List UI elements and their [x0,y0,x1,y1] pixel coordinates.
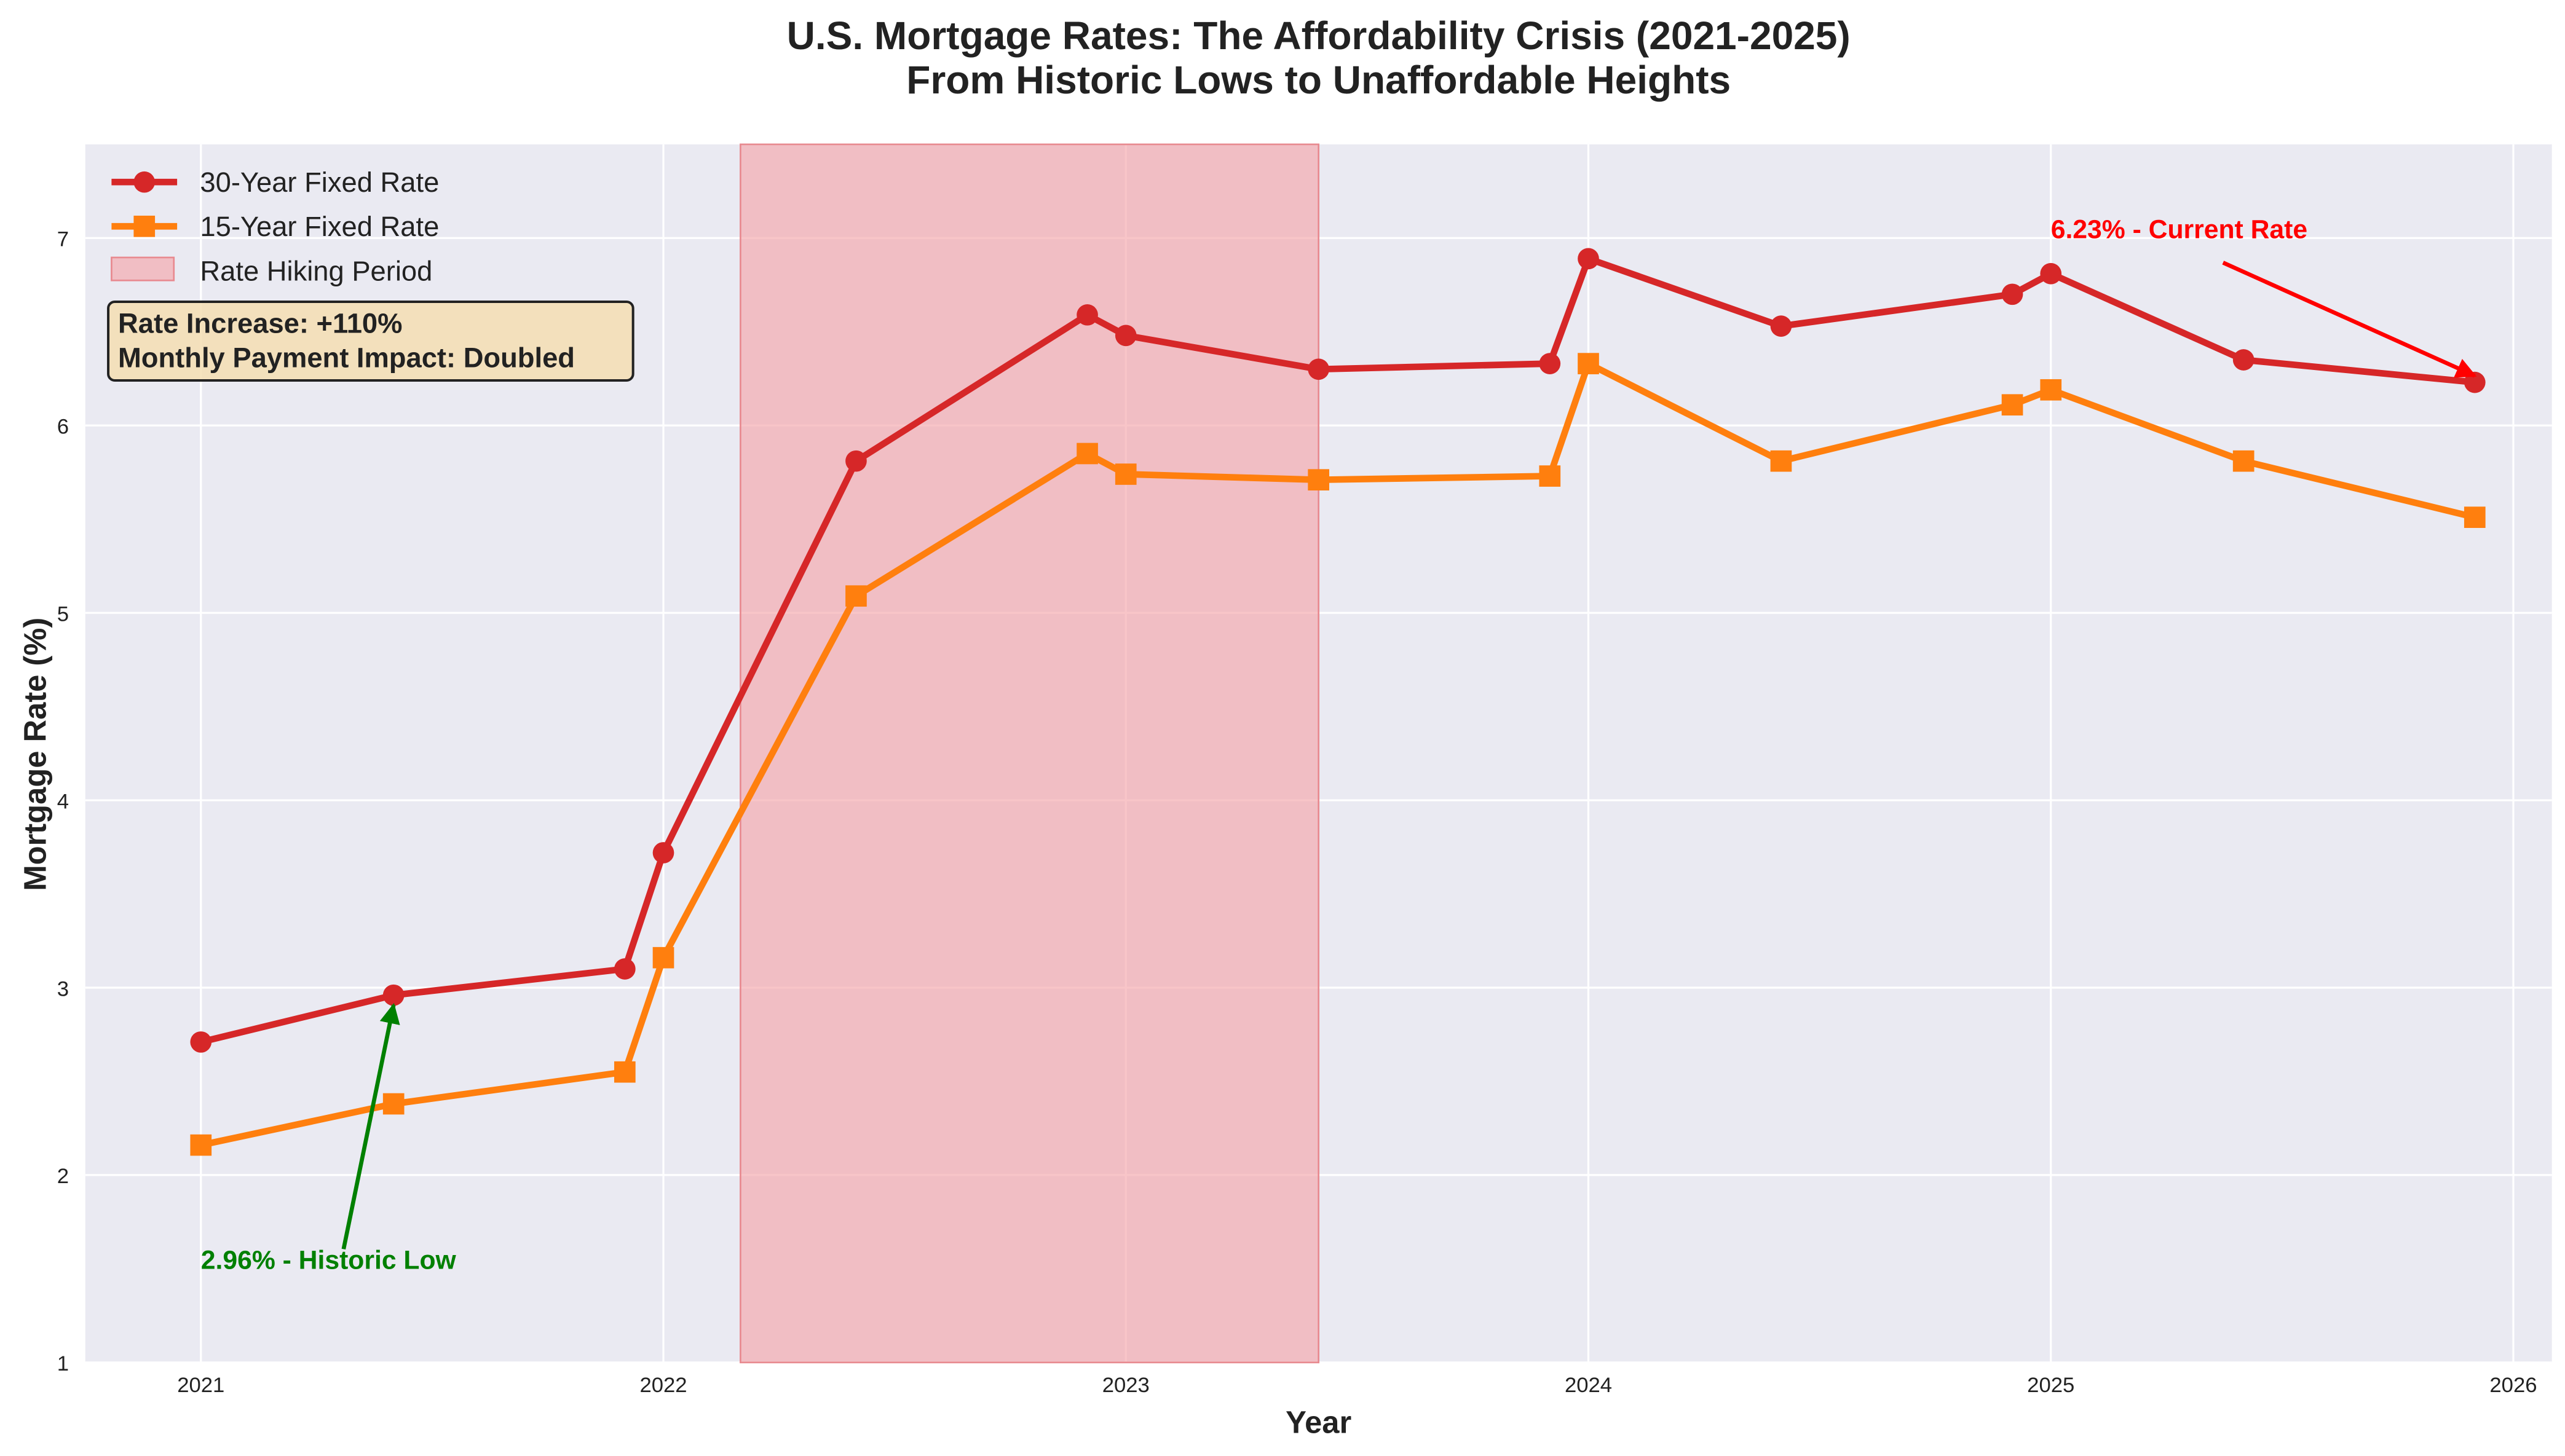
data-point-30yr [2232,349,2255,371]
y-tick-label: 4 [57,790,69,813]
data-point-15yr [1770,450,1792,472]
data-point-15yr [2001,394,2023,416]
data-point-15yr [382,1093,405,1115]
data-point-30yr [1115,325,1137,347]
x-tick-label: 2025 [2027,1374,2074,1397]
text-box-background [107,300,634,382]
x-tick-label: 2021 [177,1374,224,1397]
shaded-regions [740,143,1320,1364]
annotation-text: 6.23% - Current Rate [2051,214,2307,244]
x-axis-label: Year [1286,1405,1351,1440]
shaded-region-rate-hiking [740,143,1320,1364]
y-tick-label: 3 [57,977,69,1001]
annotations: 2.96% - Historic Low 6.23% - Current Rate [201,214,2477,1275]
data-point-30yr [652,842,674,864]
data-point-30yr [1077,304,1098,326]
legend-marker-circle [133,171,156,193]
data-point-15yr [614,1061,636,1083]
y-tick-label: 5 [57,602,69,626]
data-point-30yr [190,1031,212,1053]
data-point-15yr [2040,379,2062,401]
data-point-30yr [2040,262,2062,285]
data-point-15yr [1539,465,1561,487]
y-tick-label: 1 [57,1352,69,1375]
text-box-line: Monthly Payment Impact: Doubled [118,342,575,374]
data-point-15yr [2464,506,2486,528]
legend-swatch [111,256,175,281]
annotation-text: 2.96% - Historic Low [201,1245,457,1275]
y-tick-label: 7 [57,228,69,251]
legend: 30-Year Fixed Rate 15-Year Fixed Rate Rate… [111,167,439,286]
annotation-arrow [341,1002,400,1250]
data-point-30yr [845,450,867,472]
data-point-30yr [1578,248,1599,270]
x-tick-label: 2022 [639,1374,687,1397]
series-layer [190,248,2486,1156]
x-tick-label: 2024 [1565,1374,1612,1397]
x-tick-label: 2026 [2489,1374,2537,1397]
data-point-30yr [2001,283,2023,305]
y-tick-label: 6 [57,415,69,439]
data-point-15yr [1578,353,1599,374]
data-point-15yr [2232,450,2255,472]
data-point-15yr [652,946,674,969]
data-point-15yr [1115,463,1137,485]
text-box-line: Rate Increase: +110% [118,308,402,339]
x-tick-label: 2023 [1102,1374,1150,1397]
data-point-30yr [1308,358,1330,380]
legend-label: 15-Year Fixed Rate [200,211,439,242]
data-point-30yr [1539,353,1561,374]
stats-text-box: Rate Increase: +110%Monthly Payment Impa… [107,300,634,382]
y-tick-label: 2 [57,1165,69,1188]
legend-label: Rate Hiking Period [200,255,432,286]
chart-title: U.S. Mortgage Rates: The Affordability C… [787,14,1851,58]
annotation-arrow [2222,261,2477,378]
data-point-15yr [1077,443,1098,465]
y-axis-label: Mortgage Rate (%) [18,618,53,891]
data-point-15yr [845,585,867,607]
data-point-15yr [190,1134,212,1156]
data-point-30yr [1770,315,1792,337]
data-point-15yr [1308,469,1330,491]
tick-labels: 2021 2022 2023 2024 2025 2026 1 2 3 4 5 6 7 [57,228,2537,1397]
data-point-30yr [382,984,405,1006]
legend-marker-square [133,215,156,237]
data-point-30yr [614,958,636,980]
chart-subtitle: From Historic Lows to Unaffordable Heigh… [906,58,1731,102]
legend-label: 30-Year Fixed Rate [200,167,439,198]
